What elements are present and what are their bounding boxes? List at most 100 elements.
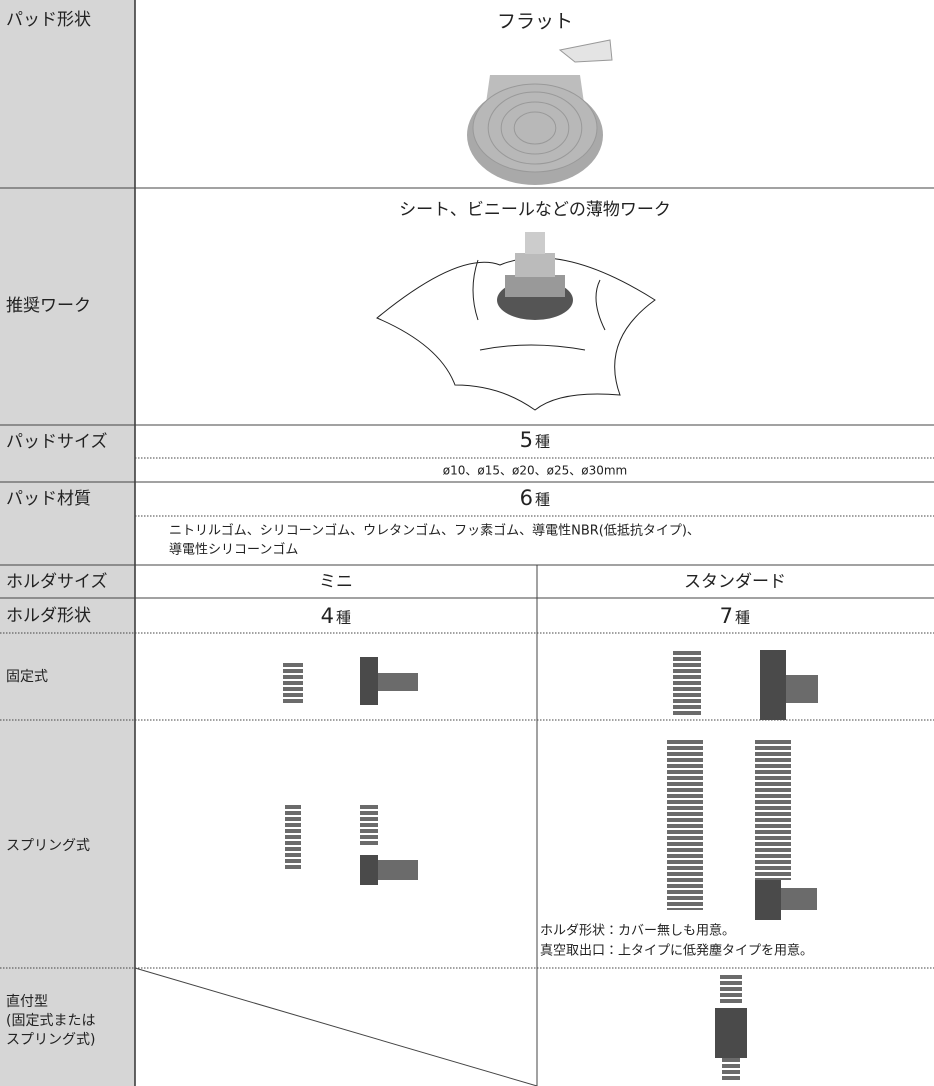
row-label: スプリング式) (6, 1032, 95, 1048)
shape (282, 851, 304, 853)
shape (664, 828, 706, 830)
shape (664, 750, 706, 752)
shape (786, 675, 818, 703)
shape (717, 979, 745, 981)
shape (664, 864, 706, 866)
shape (719, 1080, 743, 1082)
shape (664, 798, 706, 800)
shape (360, 855, 378, 885)
material-detail: 導電性シリコーンゴム (169, 542, 298, 558)
rule (134, 967, 538, 1086)
note: ホルダ形状：カバー無しも用意。 (540, 924, 735, 939)
shape (673, 651, 701, 716)
shape (752, 840, 794, 842)
shape (500, 101, 570, 155)
shape (760, 650, 786, 720)
shape (664, 768, 706, 770)
shape (525, 232, 545, 254)
shape (752, 810, 794, 812)
shape (670, 709, 704, 711)
shape (752, 750, 794, 752)
pad-shape: フラット (497, 11, 573, 33)
shape (280, 685, 306, 687)
unit: 種 (735, 609, 750, 627)
shape (755, 880, 781, 920)
shape (752, 774, 794, 776)
unit: 種 (336, 609, 351, 627)
shape (719, 1068, 743, 1070)
shape (664, 780, 706, 782)
count: 7 (720, 604, 733, 628)
shape (670, 697, 704, 699)
shape (752, 816, 794, 818)
shape (357, 821, 381, 823)
shape (357, 827, 381, 829)
shape (357, 815, 381, 817)
shape (487, 91, 583, 165)
row-label: ホルダサイズ (6, 572, 108, 592)
shape (752, 846, 794, 848)
shape (357, 839, 381, 841)
shape (282, 827, 304, 829)
shape (664, 906, 706, 908)
row-label: スプリング式 (6, 838, 90, 854)
row-label: 推奨ワーク (6, 296, 91, 316)
shape (717, 1003, 745, 1005)
shape (752, 834, 794, 836)
shape (717, 985, 745, 987)
shape (378, 673, 418, 691)
shape (664, 804, 706, 806)
shape (670, 715, 704, 717)
shape (664, 786, 706, 788)
shape (664, 744, 706, 746)
shape (752, 864, 794, 866)
shape (664, 858, 706, 860)
shape (282, 863, 304, 865)
shape (752, 804, 794, 806)
count: 6 (520, 486, 533, 510)
row-label: パッド形状 (6, 10, 91, 30)
shape (282, 815, 304, 817)
shape (282, 869, 304, 871)
shape (752, 744, 794, 746)
shape (664, 846, 706, 848)
shape (376, 257, 656, 411)
label-column (0, 0, 135, 1086)
shape (752, 768, 794, 770)
shape (280, 697, 306, 699)
shape (282, 857, 304, 859)
shape (670, 703, 704, 705)
unit: 種 (535, 433, 550, 451)
shape (664, 762, 706, 764)
shape (280, 673, 306, 675)
shape (282, 821, 304, 823)
row-label: パッド材質 (6, 489, 91, 509)
shape (282, 809, 304, 811)
shape (664, 792, 706, 794)
shape (282, 845, 304, 847)
shape (515, 253, 555, 277)
note: 真空取出口：上タイプに低発塵タイプを用意。 (540, 944, 813, 959)
shape (357, 833, 381, 835)
row-label: 直付型 (6, 994, 48, 1010)
shape (664, 876, 706, 878)
size-detail: ø10、ø15、ø20、ø25、ø30mm (443, 464, 627, 478)
shape (280, 679, 306, 681)
shape (670, 655, 704, 657)
count: 4 (321, 604, 334, 628)
shape (280, 691, 306, 693)
shape (752, 798, 794, 800)
shape (670, 661, 704, 663)
shape (664, 852, 706, 854)
shape (357, 809, 381, 811)
shape (280, 667, 306, 669)
shape (752, 786, 794, 788)
shape (719, 1062, 743, 1064)
row-label: ホルダ形状 (6, 606, 91, 626)
material-detail: ニトリルゴム、シリコーンゴム、ウレタンゴム、フッ素ゴム、導電性NBR(低抵抗タイ… (169, 523, 700, 539)
shape (670, 667, 704, 669)
shape (667, 740, 703, 910)
shape (715, 1008, 747, 1058)
shape (752, 762, 794, 764)
